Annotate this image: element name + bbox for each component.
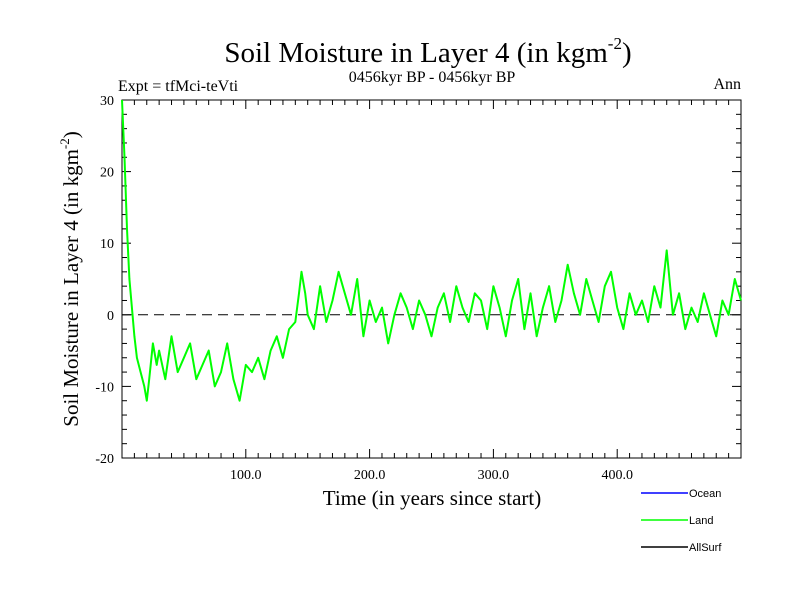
chart-title: Soil Moisture in Layer 4 (in kgm-2) <box>224 34 631 69</box>
legend-label-ocean: Ocean <box>689 488 721 500</box>
y-axis-label-sup: -2 <box>57 138 72 149</box>
x-tick-label: 300.0 <box>478 468 510 483</box>
axes: -20 -10 0 10 20 30 100.0 200.0 300.0 400.0 <box>95 94 741 483</box>
x-axis-label: Time (in years since start) <box>323 486 542 510</box>
period-label: 0456kyr BP - 0456kyr BP <box>349 69 516 86</box>
season-label: Ann <box>713 76 741 93</box>
y-tick-label: 10 <box>100 237 114 252</box>
chart-title-sup: -2 <box>608 34 622 53</box>
y-tick-label: -10 <box>95 380 114 395</box>
y-tick-label: -20 <box>95 452 114 467</box>
legend-label-land: Land <box>689 515 713 527</box>
soil-moisture-chart: Soil Moisture in Layer 4 (in kgm-2) Expt… <box>0 0 800 600</box>
y-tick-label: 20 <box>100 166 114 181</box>
y-axis-label: Soil Moisture in Layer 4 (in kgm-2) <box>57 131 83 426</box>
experiment-label: Expt = tfMci-teVti <box>118 78 239 95</box>
chart-page: Soil Moisture in Layer 4 (in kgm-2) Expt… <box>0 0 800 600</box>
series-layer <box>122 100 741 401</box>
series-line-land <box>122 100 741 401</box>
x-tick-label: 400.0 <box>601 468 633 483</box>
plot-frame <box>122 100 741 458</box>
y-axis-label-end: ) <box>59 131 83 138</box>
y-tick-label: 30 <box>100 94 114 109</box>
chart-title-end: ) <box>622 37 632 69</box>
x-tick-label: 100.0 <box>230 468 262 483</box>
chart-title-main: Soil Moisture in Layer 4 (in kgm <box>224 37 608 69</box>
legend-label-allsurf: AllSurf <box>689 542 722 554</box>
x-tick-label: 200.0 <box>354 468 386 483</box>
y-tick-label: 0 <box>107 309 114 324</box>
y-axis-label-main: Soil Moisture in Layer 4 (in kgm <box>59 149 83 427</box>
legend: Ocean Land AllSurf <box>641 488 722 554</box>
